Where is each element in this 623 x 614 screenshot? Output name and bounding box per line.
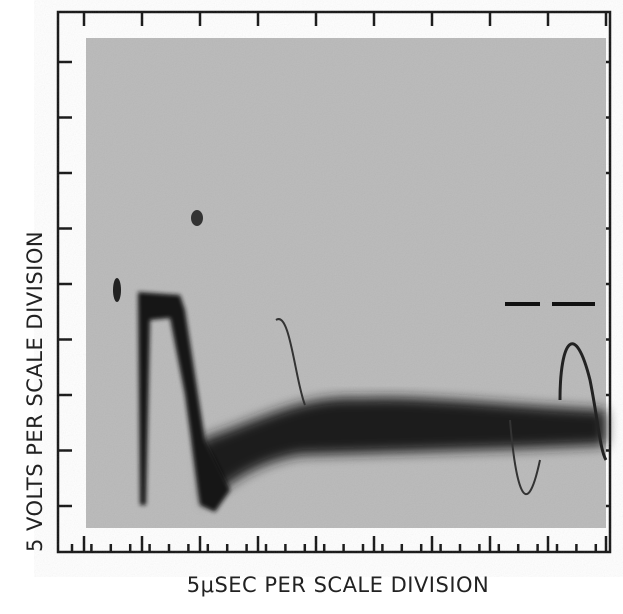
photo bbox=[86, 38, 608, 528]
y-axis-label: 5 VOLTS PER SCALE DIVISION bbox=[23, 231, 47, 552]
x-axis-label: 5μSEC PER SCALE DIVISION bbox=[187, 573, 490, 597]
frame bbox=[56, 10, 612, 554]
